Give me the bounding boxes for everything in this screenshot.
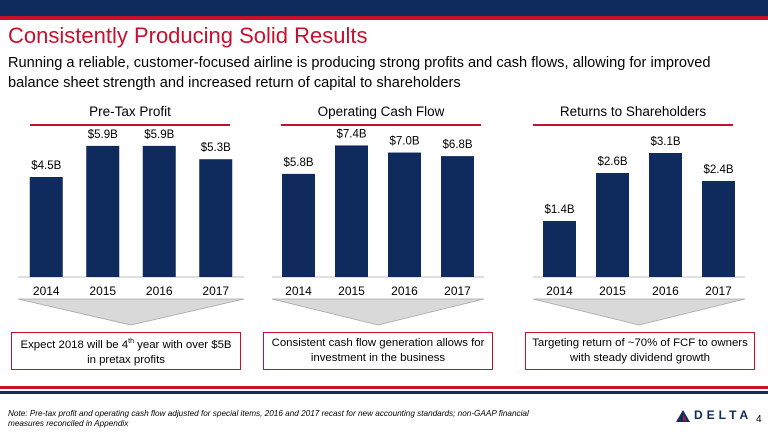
data-label: $1.4B xyxy=(544,204,574,216)
x-tick-label: 2016 xyxy=(391,284,418,298)
footnote: Note: Pre-tax profit and operating cash … xyxy=(8,409,529,428)
data-label: $5.3B xyxy=(201,142,231,154)
callout-cashflow: Consistent cash flow generation allows f… xyxy=(263,332,493,370)
delta-widget-icon xyxy=(676,410,690,422)
bar xyxy=(596,173,629,277)
panel-rule-returns xyxy=(533,124,733,126)
x-tick-label: 2016 xyxy=(652,284,679,298)
bar xyxy=(199,159,233,277)
data-label: $7.4B xyxy=(336,128,366,140)
data-label: $5.8B xyxy=(283,157,313,169)
x-tick-label: 2017 xyxy=(444,284,471,298)
slide-title: Consistently Producing Solid Results xyxy=(8,23,368,48)
footer-rule-red xyxy=(0,386,768,389)
x-tick-label: 2014 xyxy=(546,284,573,298)
data-label: $2.4B xyxy=(703,164,733,176)
bar xyxy=(441,156,474,277)
panel-rule-pretax xyxy=(30,124,230,126)
x-tick-label: 2014 xyxy=(285,284,312,298)
bar xyxy=(543,221,576,277)
x-tick-label: 2016 xyxy=(146,284,173,298)
delta-logo-text: DELTA xyxy=(694,408,753,422)
x-tick-label: 2015 xyxy=(599,284,626,298)
bar xyxy=(335,145,368,277)
slide-subtitle: Running a reliable, customer-focused air… xyxy=(8,55,711,91)
data-label: $3.1B xyxy=(650,136,680,148)
bar xyxy=(702,181,735,277)
x-tick-label: 2015 xyxy=(338,284,365,298)
footer-rule-blue xyxy=(0,391,768,394)
data-label: $4.5B xyxy=(31,160,61,172)
page-number: 4 xyxy=(756,414,762,425)
funnel-arrow xyxy=(17,298,245,326)
data-label: $5.9B xyxy=(144,129,174,141)
bar xyxy=(649,153,682,277)
bar xyxy=(86,145,120,277)
bar xyxy=(29,177,63,277)
funnel-arrow xyxy=(532,298,746,326)
panel-title-returns: Returns to Shareholders xyxy=(559,104,707,119)
x-tick-label: 2017 xyxy=(705,284,732,298)
data-label: $5.9B xyxy=(88,129,118,141)
data-label: $2.6B xyxy=(597,156,627,168)
callout-returns: Targeting return of ~70% of FCF to owner… xyxy=(525,332,755,370)
data-label: $7.0B xyxy=(389,136,419,148)
panel-title-pretax: Pre-Tax Profit xyxy=(89,104,171,119)
top-banner xyxy=(0,0,768,16)
panel-rule-cashflow xyxy=(281,124,481,126)
bar xyxy=(282,173,315,277)
bar xyxy=(142,145,176,277)
bar xyxy=(388,152,421,277)
panel-title-cashflow: Operating Cash Flow xyxy=(317,104,445,119)
funnel-arrow xyxy=(271,298,485,326)
x-tick-label: 2017 xyxy=(202,284,229,298)
x-tick-label: 2015 xyxy=(89,284,116,298)
data-label: $6.8B xyxy=(442,139,472,151)
callout-pretax: Expect 2018 will be 4th year with over $… xyxy=(11,332,241,370)
top-banner-stripe xyxy=(0,16,768,20)
x-tick-label: 2014 xyxy=(33,284,60,298)
